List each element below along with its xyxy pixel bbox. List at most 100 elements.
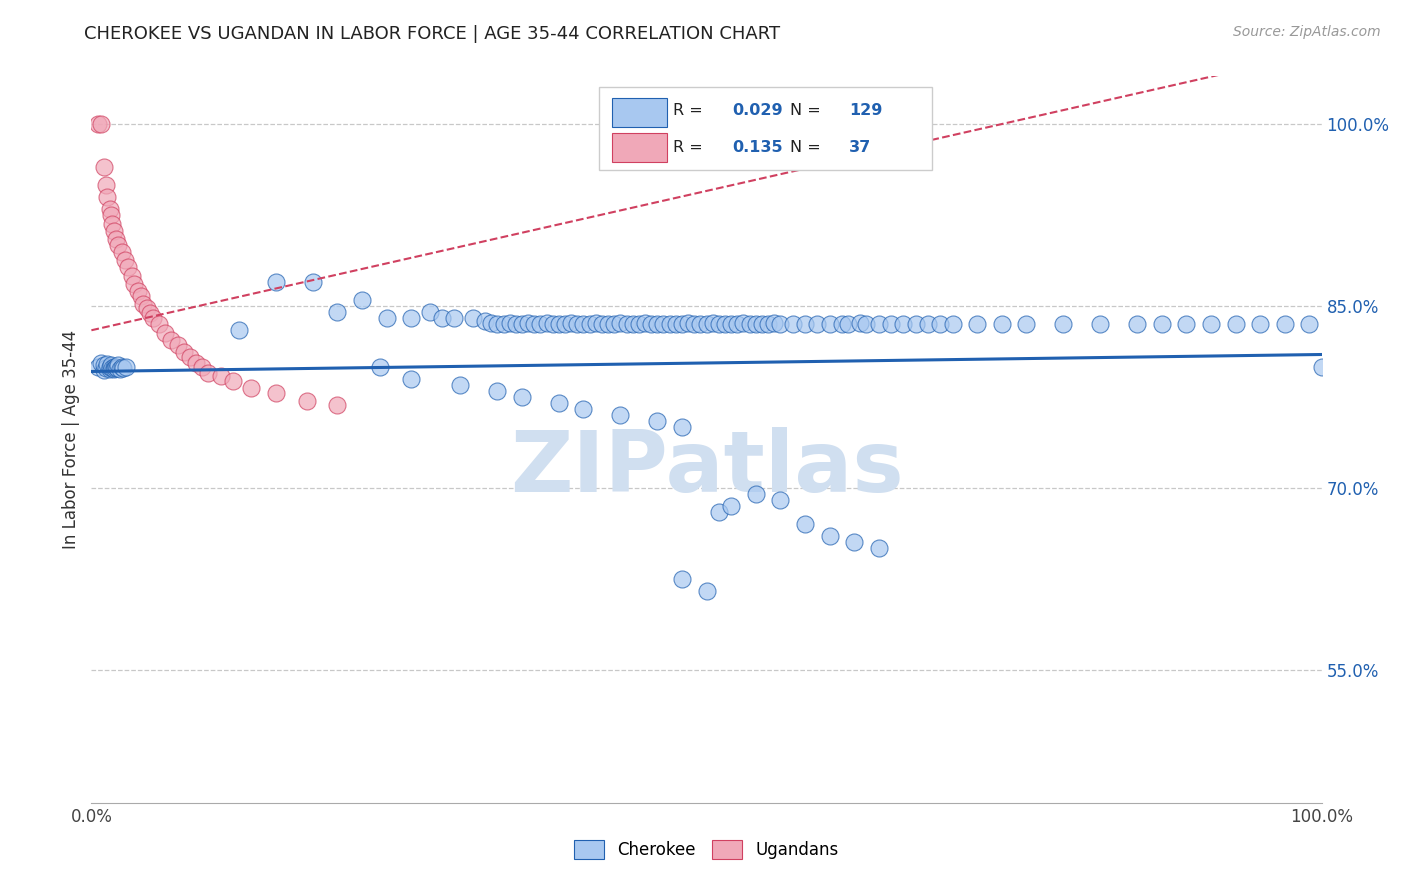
Point [652,317,675,331]
Point [523,317,546,331]
Point [498,316,520,330]
Point [90,356,112,370]
Point [179,350,201,364]
Point [695,583,717,598]
Text: R =: R = [673,103,709,119]
Point [745,317,768,331]
Point [616,317,638,331]
Point [98,202,121,216]
Point [132,296,155,310]
Point [474,313,496,327]
Point [1249,317,1271,331]
Point [517,316,540,330]
Point [486,317,509,331]
Point [326,398,349,412]
Point [1310,359,1333,374]
Point [107,238,129,252]
Point [547,396,569,410]
Point [751,317,773,331]
Point [103,359,125,374]
Text: R =: R = [673,139,709,154]
Point [148,317,170,331]
Point [671,420,693,434]
Point [443,311,465,326]
Point [93,359,115,373]
Point [658,317,681,331]
Point [818,529,841,543]
Point [135,301,157,316]
Point [209,369,232,384]
Point [591,317,613,331]
Point [103,362,125,376]
Point [695,317,717,331]
Point [184,356,207,370]
Point [572,402,595,417]
Point [139,306,162,320]
Point [554,317,576,331]
Point [240,381,263,395]
Point [105,359,127,374]
Point [222,374,245,388]
Point [166,338,188,352]
Point [609,316,631,330]
Point [640,317,662,331]
Point [419,305,441,319]
Point [831,317,853,331]
Point [129,289,152,303]
Point [86,359,108,374]
Point [837,317,859,331]
Text: Source: ZipAtlas.com: Source: ZipAtlas.com [1233,25,1381,39]
Text: 37: 37 [849,139,872,154]
Point [720,317,742,331]
Point [375,311,398,326]
Point [609,408,631,422]
Point [399,311,422,326]
Point [111,244,134,259]
Point [505,317,527,331]
Point [671,317,693,331]
Point [93,363,115,377]
Point [782,317,804,331]
Point [100,208,122,222]
Point [1225,317,1247,331]
Point [105,360,128,375]
Legend: Cherokee, Ugandans: Cherokee, Ugandans [565,831,848,867]
Point [370,359,392,374]
Point [108,362,131,376]
Point [101,217,124,231]
Point [117,260,139,275]
Point [160,333,183,347]
Point [153,326,177,340]
Text: 0.135: 0.135 [733,139,783,154]
Point [806,317,828,331]
Point [547,317,569,331]
Point [745,487,768,501]
Point [645,317,669,331]
Point [529,317,551,331]
Point [98,362,121,376]
Point [536,316,558,330]
Point [399,372,422,386]
Point [966,317,988,331]
Point [430,311,453,326]
Point [142,311,165,326]
Point [127,285,149,299]
Point [101,360,124,375]
FancyBboxPatch shape [612,97,666,127]
Point [541,317,564,331]
Point [585,316,607,330]
Point [295,393,318,408]
Point [492,317,515,331]
Point [173,345,195,359]
Point [486,384,509,398]
Point [264,275,287,289]
Point [627,317,650,331]
Point [191,359,214,374]
Point [714,317,737,331]
Point [326,305,349,319]
FancyBboxPatch shape [599,87,932,170]
Point [671,572,693,586]
Y-axis label: In Labor Force | Age 35-44: In Labor Force | Age 35-44 [62,330,80,549]
Point [567,317,589,331]
Point [769,317,792,331]
